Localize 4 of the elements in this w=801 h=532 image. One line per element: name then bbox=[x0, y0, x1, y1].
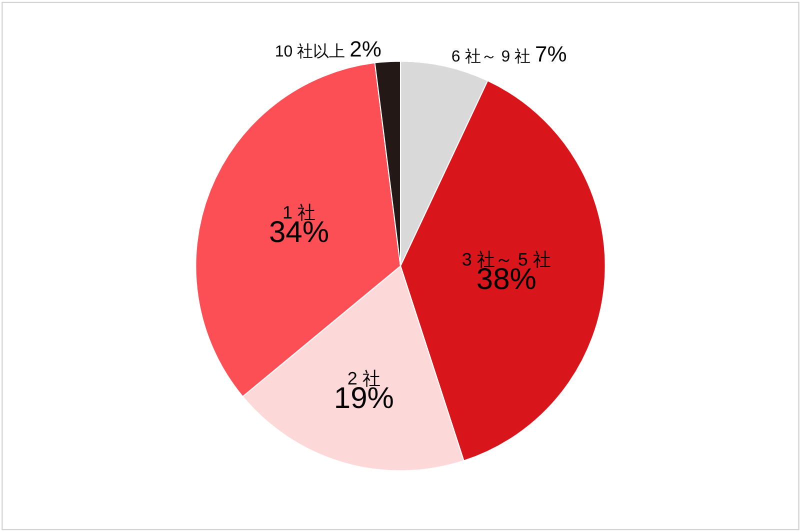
data-label: 2% bbox=[350, 36, 382, 62]
slice-label: 10 社以上 bbox=[274, 44, 346, 61]
data-label: 7% bbox=[535, 42, 567, 67]
slice-label: 6 社～ 9 社 bbox=[451, 48, 531, 66]
